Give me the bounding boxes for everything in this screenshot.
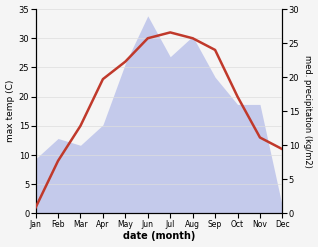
Y-axis label: max temp (C): max temp (C) [5,80,15,143]
X-axis label: date (month): date (month) [123,231,195,242]
Y-axis label: med. precipitation (kg/m2): med. precipitation (kg/m2) [303,55,313,168]
